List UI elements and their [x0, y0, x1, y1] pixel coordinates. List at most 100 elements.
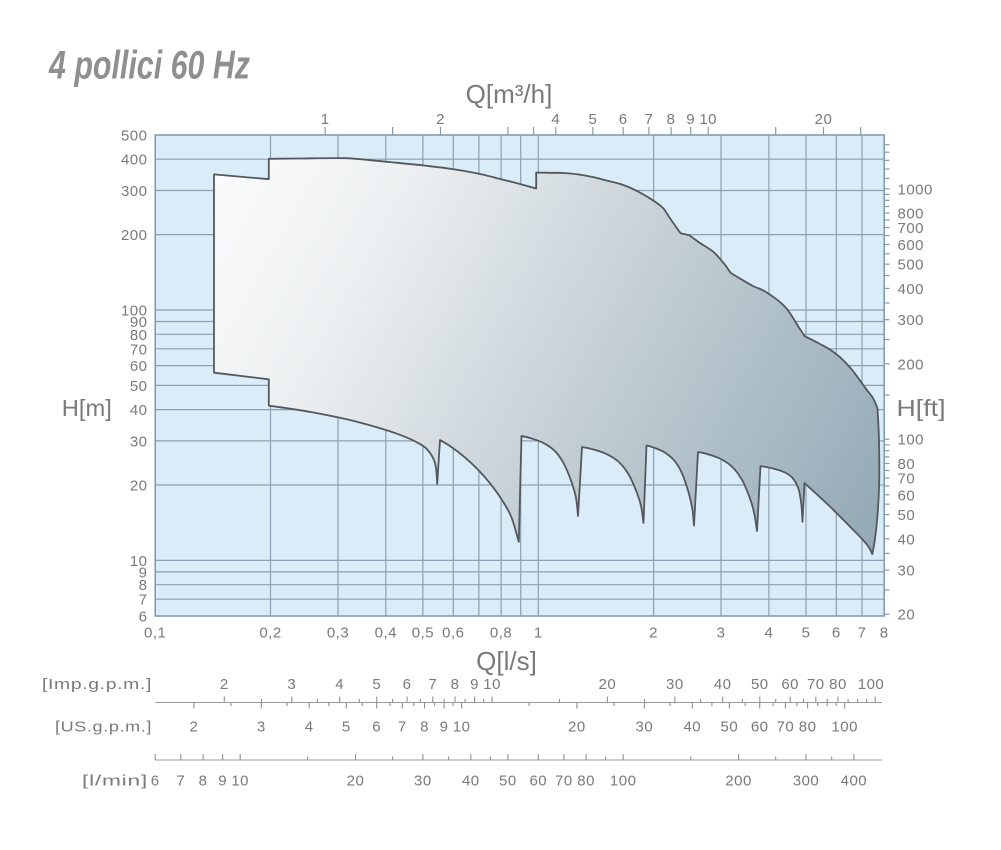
svg-text:80: 80 — [577, 773, 595, 790]
svg-text:600: 600 — [898, 237, 925, 254]
svg-text:5: 5 — [588, 111, 597, 128]
svg-text:20: 20 — [815, 111, 833, 128]
svg-text:4: 4 — [551, 111, 560, 128]
svg-text:9: 9 — [686, 111, 695, 128]
svg-text:10: 10 — [699, 111, 717, 128]
svg-text:30: 30 — [898, 563, 916, 580]
svg-text:6: 6 — [832, 625, 841, 642]
svg-text:80: 80 — [829, 676, 847, 693]
svg-text:5: 5 — [372, 676, 381, 693]
svg-text:200: 200 — [725, 773, 752, 790]
svg-text:20: 20 — [898, 607, 916, 624]
svg-text:8: 8 — [880, 625, 889, 642]
svg-text:30: 30 — [130, 433, 148, 450]
svg-text:60: 60 — [529, 773, 547, 790]
svg-text:500: 500 — [121, 128, 148, 145]
svg-text:200: 200 — [898, 356, 925, 373]
svg-text:2: 2 — [220, 676, 229, 693]
svg-text:70: 70 — [130, 341, 148, 358]
svg-text:7: 7 — [139, 592, 148, 609]
svg-text:4: 4 — [335, 676, 344, 693]
svg-text:50: 50 — [499, 773, 517, 790]
svg-text:4 pollici 60 Hz: 4 pollici 60 Hz — [48, 44, 250, 88]
svg-text:[US.g.p.m.]: [US.g.p.m.] — [55, 719, 152, 736]
svg-text:10: 10 — [130, 553, 148, 570]
svg-text:70: 70 — [807, 676, 825, 693]
svg-text:3: 3 — [287, 676, 296, 693]
svg-text:8: 8 — [451, 676, 460, 693]
svg-text:10: 10 — [231, 773, 249, 790]
svg-text:0,8: 0,8 — [490, 625, 512, 642]
svg-text:60: 60 — [751, 719, 769, 736]
svg-text:8: 8 — [199, 773, 208, 790]
svg-text:[Imp.g.p.m.]: [Imp.g.p.m.] — [42, 676, 152, 693]
svg-text:40: 40 — [462, 773, 480, 790]
svg-text:100: 100 — [610, 773, 637, 790]
svg-text:0,4: 0,4 — [375, 625, 397, 642]
svg-text:40: 40 — [898, 531, 916, 548]
svg-text:50: 50 — [721, 719, 739, 736]
svg-text:40: 40 — [714, 676, 732, 693]
svg-text:90: 90 — [130, 314, 148, 331]
svg-text:7: 7 — [398, 719, 407, 736]
svg-text:40: 40 — [130, 402, 148, 419]
svg-text:7: 7 — [644, 111, 653, 128]
svg-text:1: 1 — [321, 111, 330, 128]
svg-text:4: 4 — [305, 719, 314, 736]
svg-text:50: 50 — [751, 676, 769, 693]
svg-text:9: 9 — [218, 773, 227, 790]
svg-text:2: 2 — [649, 625, 658, 642]
svg-text:300: 300 — [121, 183, 148, 200]
svg-text:20: 20 — [347, 773, 365, 790]
svg-text:6: 6 — [139, 609, 148, 626]
svg-text:9: 9 — [139, 564, 148, 581]
svg-text:80: 80 — [130, 327, 148, 344]
svg-text:9: 9 — [470, 676, 479, 693]
svg-text:0,6: 0,6 — [442, 625, 464, 642]
svg-text:9: 9 — [440, 719, 449, 736]
svg-text:200: 200 — [121, 227, 148, 244]
svg-text:4: 4 — [764, 625, 773, 642]
svg-text:40: 40 — [683, 719, 701, 736]
svg-text:5: 5 — [342, 719, 351, 736]
svg-text:6: 6 — [372, 719, 381, 736]
svg-text:6: 6 — [151, 773, 160, 790]
svg-text:Q[l/s]: Q[l/s] — [476, 646, 537, 676]
svg-text:50: 50 — [130, 378, 148, 395]
svg-text:700: 700 — [898, 220, 925, 237]
svg-text:3: 3 — [717, 625, 726, 642]
svg-text:5: 5 — [802, 625, 811, 642]
svg-text:300: 300 — [793, 773, 820, 790]
svg-text:0,3: 0,3 — [327, 625, 349, 642]
svg-text:30: 30 — [666, 676, 684, 693]
svg-text:[l/min]: [l/min] — [82, 773, 148, 790]
svg-text:8: 8 — [420, 719, 429, 736]
svg-text:Q[m³/h]: Q[m³/h] — [466, 79, 553, 109]
svg-text:400: 400 — [898, 281, 925, 298]
svg-text:100: 100 — [831, 719, 858, 736]
svg-text:8: 8 — [667, 111, 676, 128]
svg-text:60: 60 — [898, 487, 916, 504]
svg-text:70: 70 — [898, 471, 916, 488]
svg-text:6: 6 — [619, 111, 628, 128]
svg-text:20: 20 — [599, 676, 617, 693]
svg-text:6: 6 — [403, 676, 412, 693]
svg-text:3: 3 — [257, 719, 266, 736]
svg-text:H[m]: H[m] — [62, 395, 112, 421]
svg-text:70: 70 — [777, 719, 795, 736]
svg-text:0,2: 0,2 — [259, 625, 281, 642]
svg-text:100: 100 — [898, 432, 925, 449]
svg-text:500: 500 — [898, 257, 925, 274]
svg-text:0,1: 0,1 — [144, 625, 166, 642]
svg-text:1: 1 — [534, 625, 543, 642]
svg-text:300: 300 — [898, 312, 925, 329]
svg-text:80: 80 — [898, 456, 916, 473]
svg-text:60: 60 — [130, 358, 148, 375]
svg-text:1000: 1000 — [898, 181, 933, 198]
svg-text:2: 2 — [436, 111, 445, 128]
svg-text:80: 80 — [799, 719, 817, 736]
svg-text:400: 400 — [841, 773, 868, 790]
svg-text:20: 20 — [130, 478, 148, 495]
svg-text:60: 60 — [781, 676, 799, 693]
svg-text:10: 10 — [483, 676, 501, 693]
